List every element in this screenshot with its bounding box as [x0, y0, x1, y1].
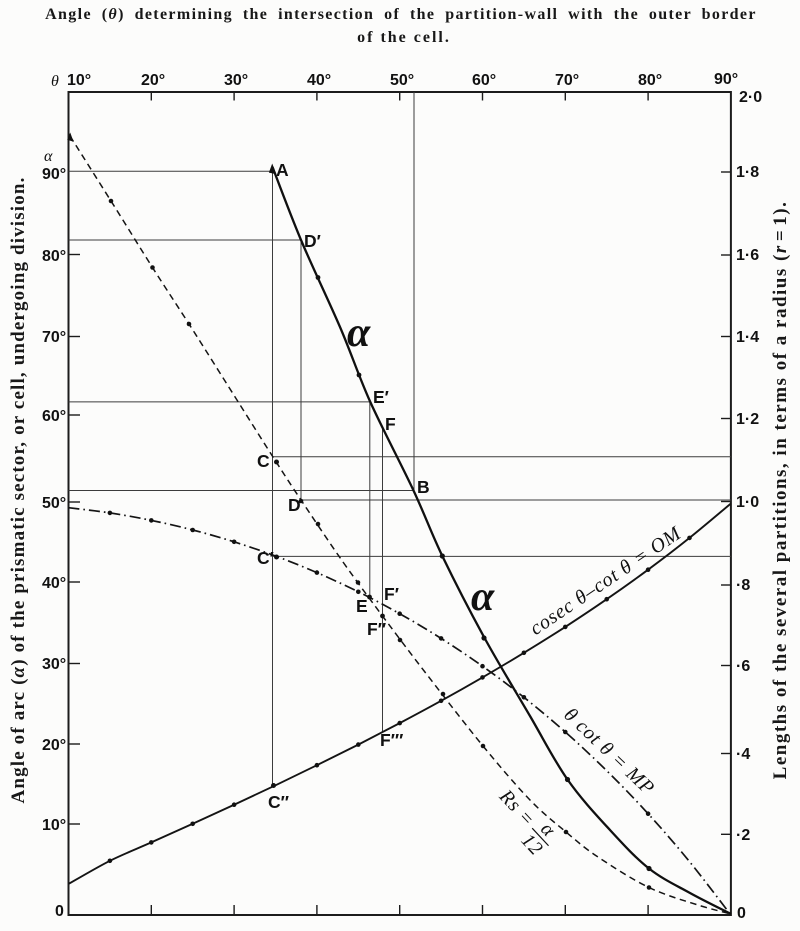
svg-text:70°: 70° — [42, 329, 66, 346]
svg-text:2·0: 2·0 — [739, 89, 762, 106]
svg-text:Angle of arc (α) of the prisma: Angle of arc (α) of the prismatic sector… — [8, 177, 29, 804]
svg-text:α: α — [347, 310, 371, 356]
svg-text:θ: θ — [51, 73, 59, 90]
svg-text:A: A — [276, 160, 289, 180]
svg-text:E: E — [356, 596, 368, 616]
svg-text:B: B — [417, 477, 430, 497]
svg-text:1·6: 1·6 — [736, 247, 759, 264]
svg-text:·2: ·2 — [736, 827, 750, 844]
svg-text:30°: 30° — [42, 656, 66, 673]
svg-text:90°: 90° — [714, 71, 738, 88]
svg-text:10°: 10° — [67, 72, 91, 89]
svg-text:·8: ·8 — [736, 577, 750, 594]
svg-text:·6: ·6 — [736, 658, 750, 675]
svg-text:60°: 60° — [42, 408, 66, 425]
svg-text:10°: 10° — [42, 817, 66, 834]
svg-text:60°: 60° — [472, 72, 496, 89]
svg-text:C: C — [257, 451, 270, 471]
svg-text:Lengths of the several partiti: Lengths of the several partitions, in te… — [770, 201, 791, 780]
svg-text:α: α — [471, 574, 495, 620]
svg-text:1·0: 1·0 — [736, 494, 759, 511]
svg-text:·4: ·4 — [736, 746, 750, 763]
svg-text:α: α — [44, 148, 53, 165]
svg-text:1·8: 1·8 — [736, 164, 759, 181]
svg-text:C′: C′ — [257, 548, 274, 568]
svg-text:50°: 50° — [390, 72, 414, 89]
svg-text:20°: 20° — [141, 72, 165, 89]
svg-text:40°: 40° — [42, 575, 66, 592]
svg-text:0: 0 — [55, 903, 64, 920]
svg-text:C″: C″ — [268, 792, 290, 812]
svg-text:50°: 50° — [42, 495, 66, 512]
svg-text:1·4: 1·4 — [736, 329, 759, 346]
svg-text:1·2: 1·2 — [736, 411, 759, 428]
svg-text:E′: E′ — [373, 387, 389, 407]
svg-text:20°: 20° — [42, 737, 66, 754]
svg-text:Angle (θ) determining the inte: Angle (θ) determining the intersection o… — [45, 6, 757, 23]
svg-text:40°: 40° — [307, 72, 331, 89]
svg-text:70°: 70° — [555, 72, 579, 89]
svg-text:0: 0 — [737, 905, 746, 922]
svg-text:80°: 80° — [638, 72, 662, 89]
svg-text:F′: F′ — [384, 584, 399, 604]
svg-text:F″: F″ — [367, 619, 387, 639]
svg-text:80°: 80° — [42, 248, 66, 265]
svg-text:of the cell.: of the cell. — [357, 29, 451, 46]
svg-text:F: F — [385, 414, 396, 434]
svg-text:D′: D′ — [304, 231, 321, 251]
svg-text:30°: 30° — [224, 72, 248, 89]
svg-text:F″′: F″′ — [380, 730, 403, 750]
svg-text:D: D — [288, 495, 301, 515]
svg-text:90°: 90° — [42, 166, 66, 183]
